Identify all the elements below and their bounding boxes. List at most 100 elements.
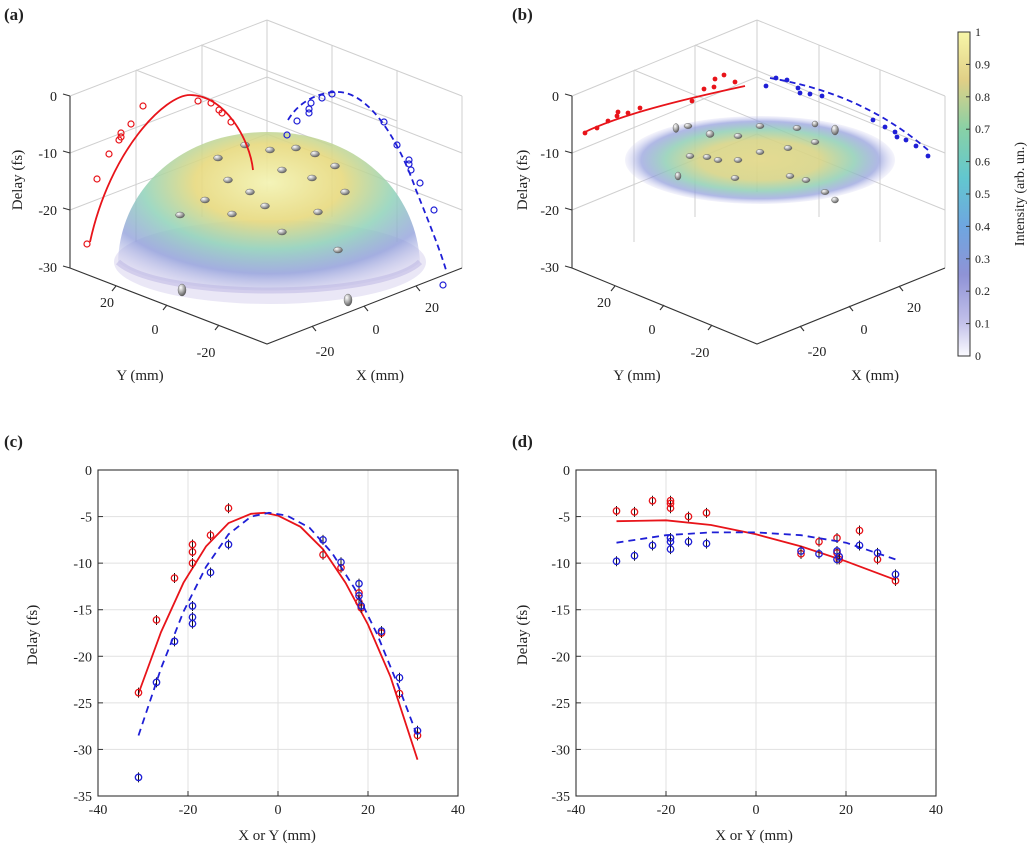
x-tick-label: -20 bbox=[657, 803, 676, 818]
panel-c-label: (c) bbox=[4, 432, 23, 451]
data-point-blue bbox=[337, 558, 345, 567]
y-tick-label: -35 bbox=[551, 790, 570, 805]
fit-line-blue bbox=[616, 531, 896, 561]
colorbar-tick-label: 1 bbox=[975, 25, 981, 39]
y-tick-label: -25 bbox=[551, 697, 570, 712]
panel-b: (b) bbox=[512, 5, 946, 384]
data-point-blue bbox=[630, 551, 639, 560]
fit-line-red bbox=[616, 519, 896, 581]
data-point-blue bbox=[377, 627, 386, 635]
panel-b-axes bbox=[564, 93, 946, 345]
data-point-blue bbox=[152, 678, 161, 687]
z-tick: -30 bbox=[540, 261, 559, 276]
x-tick-label: -40 bbox=[567, 803, 586, 818]
data-point-blue bbox=[612, 557, 621, 566]
panel-a-label: (a) bbox=[4, 5, 24, 24]
data-point-blue bbox=[666, 534, 675, 542]
data-point-blue bbox=[355, 591, 363, 600]
data-point-blue bbox=[684, 537, 693, 546]
panel-a-x-ticks: -20 0 20 bbox=[316, 301, 439, 360]
x-tick-label: -40 bbox=[89, 803, 108, 818]
colorbar-tick-label: 0.2 bbox=[975, 284, 990, 298]
y-tick: -20 bbox=[691, 346, 710, 361]
data-point-red bbox=[666, 504, 675, 513]
panel-b-y-ticks: 20 0 -20 bbox=[597, 296, 709, 361]
panel-b-blue-points bbox=[763, 75, 931, 159]
colorbar-label: Intensity (arb. un.) bbox=[1013, 142, 1028, 247]
y-tick-label: -15 bbox=[73, 604, 92, 619]
x-tick-label: 40 bbox=[451, 803, 465, 818]
data-point-red bbox=[170, 574, 179, 582]
x-tick-label: 0 bbox=[753, 803, 760, 818]
x-tick: 0 bbox=[861, 323, 868, 338]
colorbar-ticks: 0 0.1 0.2 0.3 0.4 0.5 0.6 0.7 0.8 0.9 1 bbox=[966, 25, 990, 363]
data-point-blue bbox=[855, 541, 864, 550]
y-tick-label: -30 bbox=[73, 743, 92, 758]
data-point-red bbox=[319, 550, 327, 559]
data-point-red bbox=[684, 512, 693, 521]
data-point-blue bbox=[413, 726, 422, 735]
z-tick: -20 bbox=[38, 204, 57, 219]
data-point-red bbox=[188, 559, 197, 567]
panel-b-x-ticks: -20 0 20 bbox=[808, 301, 921, 360]
panel-b-zlabel: Delay (fs) bbox=[515, 150, 531, 210]
colorbar-tick-label: 0.9 bbox=[975, 57, 990, 71]
x-tick-label: 0 bbox=[275, 803, 282, 818]
data-point-red bbox=[134, 688, 143, 697]
data-point-red bbox=[188, 540, 197, 549]
colorbar-tick-label: 0.3 bbox=[975, 252, 990, 266]
y-tick-label: -20 bbox=[551, 650, 570, 665]
panel-a: (a) bbox=[4, 5, 463, 384]
panel-a-ylabel: Y (mm) bbox=[116, 368, 163, 384]
z-tick: -30 bbox=[38, 261, 57, 276]
data-point-blue bbox=[648, 541, 657, 550]
panel-c-xlabel: X or Y (mm) bbox=[238, 828, 316, 844]
panel-a-axes bbox=[62, 93, 463, 345]
x-tick: -20 bbox=[316, 345, 335, 360]
y-tick-label: 0 bbox=[563, 464, 570, 479]
y-tick: 20 bbox=[100, 296, 114, 311]
colorbar-tick-label: 0.7 bbox=[975, 122, 990, 136]
colorbar-tick-label: 0.6 bbox=[975, 155, 990, 169]
data-point-red bbox=[224, 504, 233, 513]
panel-a-red-points bbox=[83, 97, 235, 248]
y-tick-label: 0 bbox=[85, 464, 92, 479]
panel-a-red-fit bbox=[89, 94, 254, 243]
colorbar-tick-label: 0.5 bbox=[975, 187, 990, 201]
colorbar-tick-label: 0.8 bbox=[975, 90, 990, 104]
data-point-red bbox=[612, 507, 621, 515]
colorbar: 0 0.1 0.2 0.3 0.4 0.5 0.6 0.7 0.8 0.9 1 Intensity … bbox=[957, 25, 1028, 363]
y-tick-label: -30 bbox=[551, 743, 570, 758]
data-point-blue bbox=[797, 547, 805, 555]
x-tick: 20 bbox=[425, 301, 439, 316]
data-point-red bbox=[702, 508, 711, 517]
y-tick-label: -10 bbox=[551, 557, 570, 572]
x-tick: 0 bbox=[373, 323, 380, 338]
data-point-blue bbox=[188, 602, 197, 610]
y-tick-label: -5 bbox=[558, 511, 570, 526]
data-point-red bbox=[855, 526, 864, 535]
data-point-blue bbox=[873, 549, 882, 557]
x-tick: -20 bbox=[808, 345, 827, 360]
data-point-red bbox=[152, 616, 161, 624]
panel-d-plot: -40 -20 0 20 40 0 -5 -10 -15 -20 -25 -30 -35 bbox=[551, 464, 943, 818]
z-tick: -10 bbox=[38, 147, 57, 162]
x-tick: 20 bbox=[907, 301, 921, 316]
data-point-blue bbox=[815, 549, 823, 558]
panel-a-zlabel: Delay (fs) bbox=[10, 150, 26, 210]
panel-b-xlabel: X (mm) bbox=[851, 368, 899, 384]
panel-b-disc bbox=[625, 116, 895, 204]
panel-a-box bbox=[69, 19, 463, 268]
data-point-blue bbox=[891, 570, 900, 579]
data-point-red bbox=[815, 537, 823, 546]
data-point-blue bbox=[206, 568, 215, 577]
x-tick-label: -20 bbox=[179, 803, 198, 818]
panel-a-z-ticks: 0 -10 -20 -30 bbox=[38, 90, 57, 276]
panel-a-xlabel: X (mm) bbox=[356, 368, 404, 384]
data-point-blue bbox=[319, 536, 327, 544]
data-point-blue bbox=[188, 613, 197, 622]
z-tick: -20 bbox=[540, 204, 559, 219]
panel-a-y-ticks: 20 0 -20 bbox=[100, 296, 215, 361]
data-point-blue bbox=[395, 673, 404, 682]
